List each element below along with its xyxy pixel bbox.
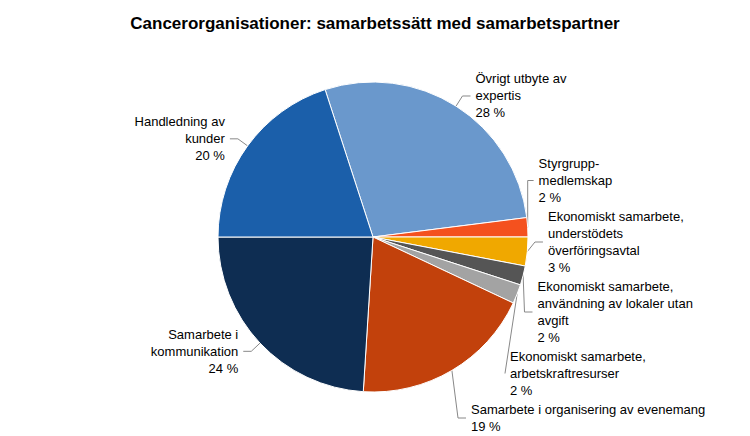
svg-text:Handledning av: Handledning av — [135, 114, 226, 129]
svg-text:arbetskraftresurser: arbetskraftresurser — [510, 366, 620, 381]
svg-text:Samarbete i: Samarbete i — [168, 327, 238, 342]
svg-text:medlemskap: medlemskap — [539, 173, 613, 188]
svg-text:28 %: 28 % — [475, 105, 505, 120]
svg-text:Samarbete i organisering av ev: Samarbete i organisering av evenemang — [471, 402, 705, 417]
svg-text:Cancerorganisationer: samarbet: Cancerorganisationer: samarbetssätt med … — [130, 14, 620, 33]
svg-text:20 %: 20 % — [195, 148, 225, 163]
svg-text:expertis: expertis — [475, 88, 521, 103]
svg-text:2 %: 2 % — [537, 330, 560, 345]
svg-text:3 %: 3 % — [548, 260, 571, 275]
svg-text:användning av lokaler utan: användning av lokaler utan — [537, 296, 692, 311]
svg-text:kunder: kunder — [185, 131, 225, 146]
svg-text:kommunikation: kommunikation — [151, 344, 238, 359]
svg-text:Ekonomiskt samarbete,: Ekonomiskt samarbete, — [548, 209, 684, 224]
svg-text:avgift: avgift — [537, 313, 568, 328]
svg-text:Ekonomiskt samarbete,: Ekonomiskt samarbete, — [537, 279, 673, 294]
svg-text:understödets: understödets — [548, 226, 624, 241]
svg-text:Styrgrupp-: Styrgrupp- — [539, 156, 600, 171]
svg-text:2 %: 2 % — [510, 383, 533, 398]
svg-text:19 %: 19 % — [471, 419, 501, 434]
svg-text:24 %: 24 % — [209, 361, 239, 376]
svg-text:Övrigt utbyte av: Övrigt utbyte av — [475, 71, 567, 86]
svg-text:Ekonomiskt samarbete,: Ekonomiskt samarbete, — [510, 349, 646, 364]
svg-text:överföringsavtal: överföringsavtal — [548, 243, 640, 258]
svg-text:2 %: 2 % — [539, 190, 562, 205]
